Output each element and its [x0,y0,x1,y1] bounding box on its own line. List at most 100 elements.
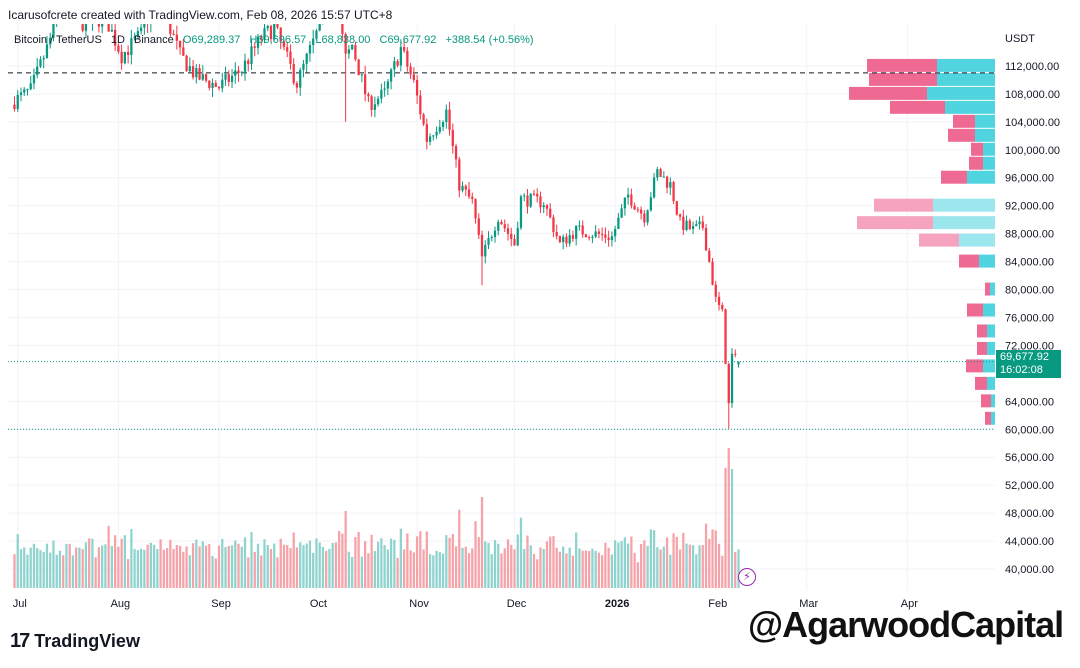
candle [467,181,471,200]
volume-bar [529,545,532,588]
volume-bar [198,546,201,588]
candle [461,181,464,193]
candle [704,223,708,251]
candle [282,39,286,51]
volume-profile-up-bar [983,142,995,156]
volume-bar [29,547,32,588]
x-axis-tick-label: Mar [799,598,818,610]
candle-body [49,37,52,45]
candle [630,188,633,209]
candle [315,29,318,40]
candle [123,51,127,65]
candle-body [678,214,682,217]
candle-body [32,74,36,84]
volume-bar [688,544,691,588]
volume-profile-up-bar [991,411,995,425]
volume-bar [526,535,529,588]
volume-profile-up-bar [991,394,995,408]
candle-body [523,195,526,197]
volume-profile-down-bar [849,86,927,100]
volume-bar [659,549,662,588]
candle-body [529,193,532,207]
candle [549,203,552,219]
candle-body [539,196,542,208]
volume-bar [201,541,204,588]
candle-body [409,66,412,75]
volume-bar [19,549,23,588]
candle-body [117,45,120,52]
volume-bar [211,556,214,588]
candle-body [471,196,474,199]
volume-bar [461,547,464,588]
volume-bar [331,542,334,588]
candle [42,55,45,69]
volume-bar [532,553,536,588]
candle [308,41,312,62]
volume-bar [88,538,91,588]
candle [185,54,188,72]
volume-profile-up-bar [987,376,995,390]
volume-bar [480,497,484,588]
candle [454,143,458,168]
candle [133,32,136,41]
candle [263,24,266,44]
y-axis-tick-label: 56,000.00 [1005,452,1054,464]
candle-body [133,36,136,39]
candle-body [730,353,734,404]
volume-bar [604,542,607,588]
candle [45,35,49,59]
volume-bar [393,539,396,588]
candle [101,24,104,34]
volume-bar [16,534,19,588]
candle-body [393,61,396,70]
candle-body [454,146,458,160]
lightning-icon[interactable]: ⚡ [738,568,756,586]
volume-profile-down-bar [985,411,991,425]
candle [412,67,415,83]
candle [578,220,581,231]
volume-bar [269,549,273,588]
volume-bar [75,547,78,588]
tradingview-logo-icon: 17 [10,629,30,652]
candle-body [480,234,484,257]
candle [487,231,490,250]
candle [250,38,253,71]
volume-bar [701,545,704,588]
candle [607,230,610,247]
candle-body [487,238,490,245]
candle-body [633,205,636,210]
candle-body [724,309,727,364]
volume-bars [13,448,740,588]
candle [172,29,175,36]
volume-bar [490,554,493,588]
volume-bar [247,557,250,588]
volume-bar [620,541,623,588]
volume-bar [545,541,549,588]
candle [130,29,133,65]
candle [195,64,198,84]
candle [714,280,717,303]
candle [588,235,591,241]
candle-body [292,63,295,84]
volume-profile-up-bar [927,86,995,100]
candle [477,213,480,239]
candle-body [532,193,536,195]
symbol-legend[interactable]: Bitcoin / TetherUS 1D Binance O69,289.37… [14,34,540,46]
candle-body [458,159,461,191]
candle-body [607,237,610,241]
candle-body [247,60,250,65]
candle-body [412,74,415,80]
candle-body [198,68,201,80]
volume-bar [159,539,162,588]
currency-label[interactable]: USDT [1005,33,1035,45]
volume-bar [354,537,357,588]
x-axis-tick-label: Jul [13,598,27,610]
candle [335,0,337,7]
volume-bar [513,549,516,588]
candle-body [721,304,724,310]
volume-bar [523,549,526,588]
tradingview-logo[interactable]: 17 TradingView [10,628,140,654]
candle-body [364,74,367,95]
candle [601,227,604,241]
